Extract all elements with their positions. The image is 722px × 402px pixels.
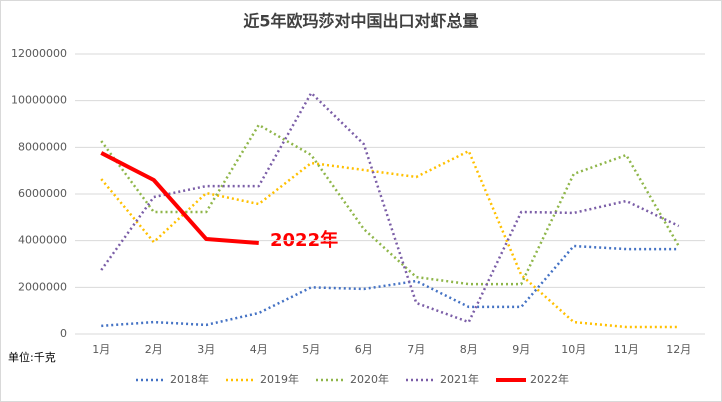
legend-label: 2019年 bbox=[260, 372, 299, 386]
y-tick-label: 8000000 bbox=[18, 140, 67, 153]
x-tick-label: 12月 bbox=[666, 343, 691, 356]
y-tick-label: 4000000 bbox=[18, 234, 67, 247]
x-tick-label: 10月 bbox=[561, 343, 586, 356]
x-tick-label: 11月 bbox=[614, 343, 639, 356]
x-tick-label: 5月 bbox=[302, 343, 320, 356]
x-tick-label: 7月 bbox=[407, 343, 425, 356]
series-line bbox=[101, 244, 679, 328]
y-tick-label: 6000000 bbox=[18, 187, 67, 200]
legend-label: 2020年 bbox=[350, 372, 389, 386]
series-line bbox=[100, 149, 679, 329]
annotation: 2022年 bbox=[270, 229, 338, 251]
series-line bbox=[100, 151, 259, 245]
x-tick-label: 9月 bbox=[512, 343, 530, 356]
y-tick-label: 10000000 bbox=[11, 94, 67, 107]
series-line bbox=[100, 123, 680, 286]
x-tick-label: 8月 bbox=[460, 343, 478, 356]
y-tick-label: 0 bbox=[60, 327, 67, 340]
legend-label: 2021年 bbox=[440, 372, 479, 386]
legend-label: 2018年 bbox=[170, 372, 209, 386]
y-tick-label: 2000000 bbox=[18, 280, 67, 293]
x-tick-label: 4月 bbox=[250, 343, 268, 356]
x-tick-label: 1月 bbox=[92, 343, 110, 356]
x-tick-label: 3月 bbox=[197, 343, 215, 356]
y-tick-label: 12000000 bbox=[11, 47, 67, 60]
chart-title: 近5年欧玛莎对中国出口对虾总量 bbox=[243, 12, 478, 31]
unit-label: 单位:千克 bbox=[8, 350, 56, 364]
x-tick-label: 2月 bbox=[145, 343, 163, 356]
x-tick-label: 6月 bbox=[355, 343, 373, 356]
legend-label: 2022年 bbox=[530, 372, 569, 386]
